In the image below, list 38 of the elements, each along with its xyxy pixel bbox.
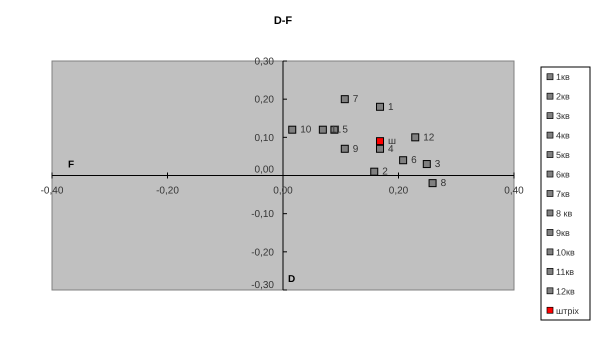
annotation: 9 — [352, 144, 359, 155]
annotation: 12 — [423, 132, 435, 144]
chart-title: D-F — [274, 15, 292, 27]
legend-label: штріх — [556, 306, 580, 316]
y-tick-label: 0,20 — [254, 94, 274, 106]
annotation: 7 — [352, 94, 359, 106]
annotation: 10 — [300, 124, 312, 136]
x-tick-label: -0,20 — [156, 186, 180, 196]
y-tick-label: -0,20 — [251, 247, 274, 258]
legend-label: 5кв — [556, 150, 570, 160]
legend-label: 4кв — [556, 130, 570, 141]
y-tick-label: 0,10 — [254, 132, 274, 144]
annotation: 4 — [388, 144, 394, 155]
annotation: 8 — [440, 178, 447, 190]
x-tick-label: -0,40 — [40, 186, 64, 196]
legend-label: 8 кв — [556, 208, 572, 218]
y-tick-label: -0,30 — [251, 280, 274, 291]
legend-label: 3кв — [556, 111, 570, 122]
x-tick-label: 0,20 — [388, 186, 409, 196]
legend-label: 2кв — [556, 92, 570, 102]
legend-label: 7кв — [556, 189, 570, 199]
annotation: 6 — [411, 155, 418, 166]
x-axis-title: F — [68, 160, 74, 170]
y-axis-title: D — [288, 274, 296, 285]
legend-label: 11кв — [556, 266, 574, 277]
legend-label: 9кв — [556, 228, 570, 238]
legend-label: 12кв — [556, 286, 575, 296]
legend-label: 1кв — [556, 72, 570, 82]
x-tick-label: 0,40 — [504, 186, 524, 196]
legend-label: 6кв — [556, 170, 570, 180]
annotation: 3 — [434, 159, 441, 170]
legend-label: 10кв — [556, 247, 575, 258]
annotation: 2 — [382, 166, 388, 178]
y-tick-label: 0,00 — [254, 164, 274, 176]
y-tick-label: 0,30 — [254, 56, 274, 68]
annotation: 1 — [388, 102, 394, 113]
y-tick-label: -0,10 — [251, 209, 274, 220]
annotation: 5 — [342, 124, 348, 136]
